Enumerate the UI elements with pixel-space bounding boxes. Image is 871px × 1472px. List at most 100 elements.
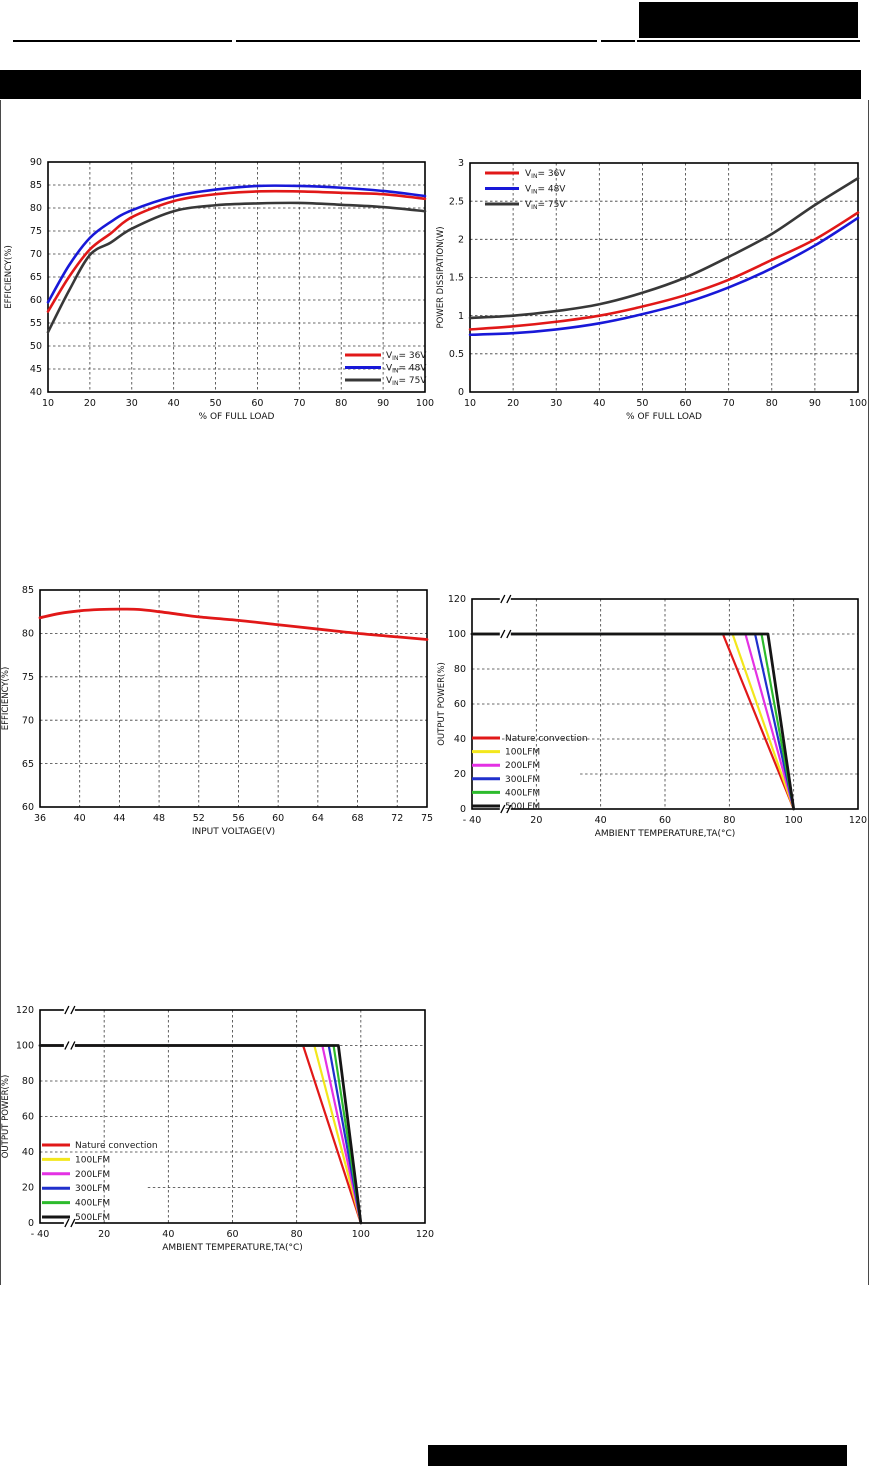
tick-labels: 10 20 30 40 50 60 70 80 90 100 0 0.5 1 1.5 2 2.5 3 bbox=[449, 158, 867, 409]
svg-text:120: 120 bbox=[448, 594, 466, 605]
legend: Nature convection 100LFM 200LFM 300LFM 400LF… bbox=[472, 734, 588, 812]
derating-curve-a-svg: - 40 20 40 60 80 100 120 0 20 40 60 80 100 120 AMBIENT… bbox=[437, 593, 867, 837]
svg-text:75: 75 bbox=[421, 813, 433, 824]
plot-border bbox=[39, 589, 428, 808]
svg-text:20: 20 bbox=[84, 398, 96, 409]
legend-label: Nature convection bbox=[75, 1141, 158, 1151]
header-rule-short bbox=[601, 40, 635, 42]
series-vin-75v bbox=[468, 176, 860, 320]
series-vin-48v bbox=[46, 184, 427, 304]
svg-text:80: 80 bbox=[454, 664, 466, 675]
series-vin-36v bbox=[468, 211, 860, 331]
svg-text:44: 44 bbox=[113, 813, 125, 824]
legend-label: 100LFM bbox=[505, 748, 540, 758]
svg-text:65: 65 bbox=[30, 272, 42, 283]
section-title-band bbox=[0, 70, 861, 99]
series-efficiency bbox=[38, 607, 429, 641]
svg-text:80: 80 bbox=[291, 1229, 303, 1240]
svg-text:0: 0 bbox=[460, 804, 466, 815]
svg-text:75: 75 bbox=[30, 226, 42, 237]
legend-label: 400LFM bbox=[75, 1199, 110, 1209]
legend-label: 100LFM bbox=[75, 1155, 110, 1165]
y-axis-label: POWER DISSIPATION(W) bbox=[436, 226, 446, 328]
svg-text:60: 60 bbox=[251, 398, 263, 409]
svg-text:70: 70 bbox=[22, 715, 34, 726]
svg-text:48: 48 bbox=[153, 813, 165, 824]
svg-text:2: 2 bbox=[458, 235, 464, 246]
svg-text:20: 20 bbox=[507, 398, 519, 409]
svg-text:100: 100 bbox=[785, 815, 803, 826]
tick-labels: - 40 20 40 60 80 100 120 0 20 40 60 80 100 120 bbox=[16, 1005, 434, 1240]
series-vin-48v bbox=[468, 216, 860, 337]
svg-text:120: 120 bbox=[416, 1229, 434, 1240]
legend-label: Nature convection bbox=[505, 734, 588, 744]
svg-text:30: 30 bbox=[550, 398, 562, 409]
x-axis-label: INPUT VOLTAGE(V) bbox=[192, 827, 275, 837]
chart-derating-curve-b: - 40 20 40 60 80 100 120 0 20 40 60 80 100 120 AMBIENT… bbox=[0, 995, 440, 1257]
power-dissipation-vs-load-svg: 10 20 30 40 50 60 70 80 90 100 0 0.5 1 1.5 2 2.5 3 % OF F… bbox=[436, 158, 867, 422]
gridlines bbox=[470, 163, 858, 392]
svg-text:80: 80 bbox=[335, 398, 347, 409]
efficiency-vs-input-voltage-svg: 36 40 44 48 52 56 60 64 68 72 75 60 65 70 75 80 85 INPUT … bbox=[1, 585, 433, 837]
header-rule-right bbox=[637, 40, 860, 42]
legend-label: 500LFM bbox=[505, 802, 540, 812]
chart-efficiency-vs-load: 10 20 30 40 50 60 70 80 90 100 40 45 50 55 60 65 70 75 80 8… bbox=[0, 145, 440, 435]
footer-bar-redacted bbox=[428, 1445, 847, 1466]
legend-label: VIN= 48V bbox=[386, 364, 427, 375]
logo-box-redacted bbox=[639, 2, 858, 38]
svg-text:2.5: 2.5 bbox=[449, 196, 464, 207]
svg-text:50: 50 bbox=[210, 398, 222, 409]
svg-text:40: 40 bbox=[595, 815, 607, 826]
series-vin-36v bbox=[46, 189, 427, 313]
svg-text:45: 45 bbox=[30, 364, 42, 375]
svg-text:0.5: 0.5 bbox=[449, 349, 464, 360]
content-frame-left-border bbox=[0, 100, 1, 1285]
svg-text:85: 85 bbox=[22, 585, 34, 596]
legend-label: VIN= 36V bbox=[525, 169, 566, 180]
y-axis-label: EFFICIENCY(%) bbox=[4, 245, 14, 309]
svg-text:36: 36 bbox=[34, 813, 46, 824]
svg-text:90: 90 bbox=[377, 398, 389, 409]
svg-text:70: 70 bbox=[30, 249, 42, 260]
tick-labels: 36 40 44 48 52 56 60 64 68 72 75 60 65 70 75 80 85 bbox=[22, 585, 433, 824]
gridlines bbox=[40, 590, 427, 807]
svg-text:52: 52 bbox=[193, 813, 205, 824]
y-axis-label: OUTPUT POWER(%) bbox=[1, 1075, 11, 1159]
plot-border bbox=[47, 161, 426, 393]
svg-text:40: 40 bbox=[168, 398, 180, 409]
derating-curve-b-svg: - 40 20 40 60 80 100 120 0 20 40 60 80 100 120 AMBIENT… bbox=[1, 1004, 434, 1253]
svg-text:20: 20 bbox=[98, 1229, 110, 1240]
svg-text:40: 40 bbox=[22, 1147, 34, 1158]
svg-text:100: 100 bbox=[416, 398, 434, 409]
efficiency-vs-load-svg: 10 20 30 40 50 60 70 80 90 100 40 45 50 55 60 65 70 75 80 8… bbox=[4, 157, 434, 422]
svg-text:60: 60 bbox=[659, 815, 671, 826]
svg-text:80: 80 bbox=[22, 1076, 34, 1087]
svg-text:40: 40 bbox=[593, 398, 605, 409]
svg-text:0: 0 bbox=[458, 387, 464, 398]
series-vin-75v bbox=[46, 201, 427, 334]
svg-text:75: 75 bbox=[22, 672, 34, 683]
legend-label: VIN= 36V bbox=[386, 351, 427, 362]
chart-efficiency-vs-input-voltage: 36 40 44 48 52 56 60 64 68 72 75 60 65 70 75 80 85 INPUT … bbox=[0, 575, 440, 837]
svg-text:20: 20 bbox=[454, 769, 466, 780]
legend-label: VIN= 48V bbox=[525, 185, 566, 196]
svg-text:120: 120 bbox=[849, 815, 867, 826]
chart-derating-curve-a: - 40 20 40 60 80 100 120 0 20 40 60 80 100 120 AMBIENT… bbox=[430, 575, 871, 837]
svg-text:80: 80 bbox=[723, 815, 735, 826]
svg-text:60: 60 bbox=[454, 699, 466, 710]
svg-text:55: 55 bbox=[30, 318, 42, 329]
y-axis-label: OUTPUT POWER(%) bbox=[437, 662, 447, 746]
plot-border bbox=[469, 162, 859, 393]
plot-border bbox=[39, 1009, 426, 1224]
svg-text:50: 50 bbox=[636, 398, 648, 409]
legend-label: 300LFM bbox=[75, 1184, 110, 1194]
svg-text:20: 20 bbox=[530, 815, 542, 826]
svg-text:10: 10 bbox=[42, 398, 54, 409]
svg-text:40: 40 bbox=[74, 813, 86, 824]
chart-power-dissipation-vs-load: 10 20 30 40 50 60 70 80 90 100 0 0.5 1 1.5 2 2.5 3 % OF F… bbox=[430, 145, 871, 435]
svg-text:80: 80 bbox=[30, 203, 42, 214]
y-axis-label: EFFICIENCY(%) bbox=[1, 667, 11, 731]
content-frame-right-border bbox=[868, 100, 869, 1285]
gridlines bbox=[48, 162, 425, 392]
svg-text:100: 100 bbox=[849, 398, 867, 409]
